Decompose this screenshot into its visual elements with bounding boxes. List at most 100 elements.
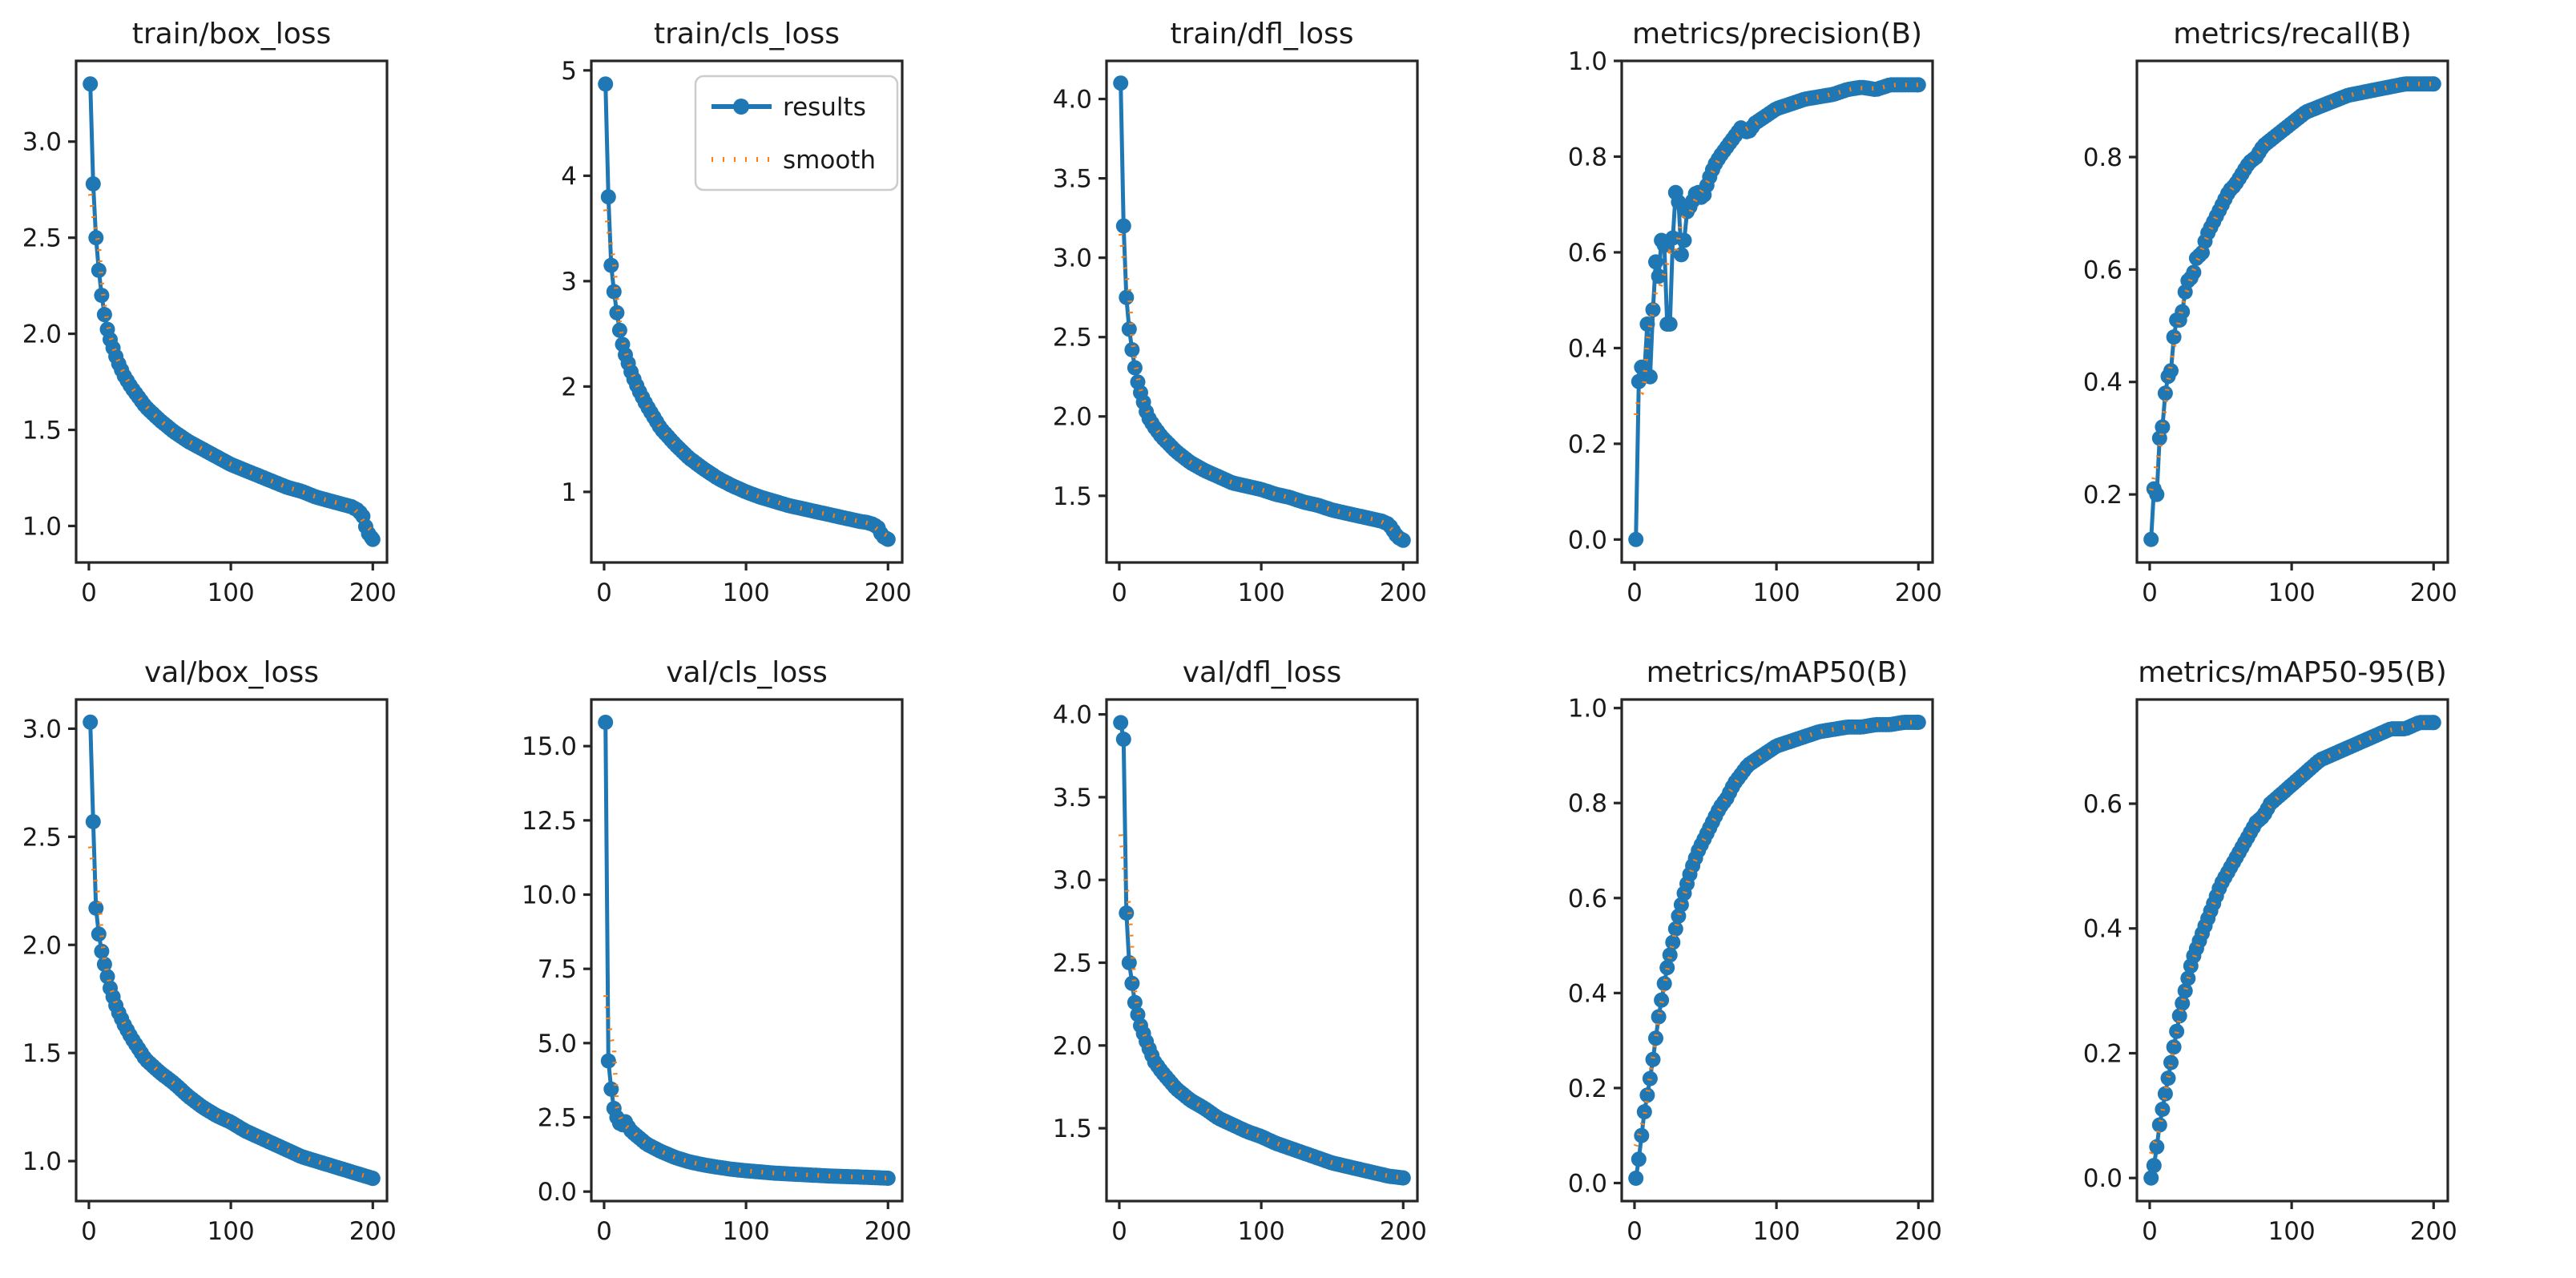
chart-title: metrics/recall(B) bbox=[2173, 18, 2412, 50]
x-tick-label: 0 bbox=[596, 1217, 612, 1246]
x-tick-label: 100 bbox=[1238, 1217, 1285, 1246]
chart-val-cls-loss: val/cls_loss 0 100 200 0.0 2.5 5.0 7.5 10.0 12.5 1… bbox=[522, 656, 912, 1246]
y-tick-label: 2.0 bbox=[22, 321, 62, 349]
results-marker bbox=[83, 76, 99, 92]
results-marker bbox=[1642, 369, 1658, 385]
results-marker bbox=[365, 1171, 381, 1187]
y-tick-label: 2.0 bbox=[1053, 1032, 1092, 1061]
chart-title: train/cls_loss bbox=[654, 18, 840, 50]
results-marker bbox=[880, 531, 896, 547]
y-tick-label: 0.4 bbox=[1568, 979, 1607, 1008]
chart-title: metrics/mAP50(B) bbox=[1647, 656, 1909, 689]
y-tick-label: 0.0 bbox=[2083, 1164, 2122, 1193]
y-tick-label: 15.0 bbox=[522, 732, 577, 761]
smooth-line bbox=[2149, 82, 2434, 491]
results-marker bbox=[88, 900, 104, 916]
x-tick-label: 100 bbox=[2268, 579, 2316, 607]
y-tick-label: 0.2 bbox=[1568, 430, 1607, 459]
results-marker bbox=[2143, 531, 2159, 547]
y-tick-label: 0.4 bbox=[1568, 334, 1607, 363]
results-marker bbox=[2171, 1008, 2187, 1024]
smooth-line bbox=[603, 209, 890, 538]
y-tick-label: 3.0 bbox=[22, 128, 62, 157]
y-tick-label: 0.6 bbox=[1568, 885, 1607, 913]
chart-title: val/dfl_loss bbox=[1183, 656, 1342, 689]
results-marker bbox=[365, 531, 381, 547]
results-marker bbox=[1395, 1170, 1411, 1186]
x-tick-label: 200 bbox=[349, 1217, 397, 1246]
results-marker bbox=[2163, 363, 2179, 379]
x-tick-label: 200 bbox=[2410, 1217, 2457, 1246]
results-line bbox=[1634, 83, 1919, 540]
x-tick-label: 100 bbox=[723, 579, 770, 607]
y-tick-label: 1.0 bbox=[1568, 695, 1607, 724]
y-tick-label: 1.5 bbox=[1053, 1115, 1092, 1143]
smooth-line bbox=[87, 193, 375, 535]
results-marker bbox=[1645, 1051, 1661, 1067]
results-marker bbox=[598, 76, 614, 92]
results-marker bbox=[1651, 268, 1667, 284]
y-tick-label: 0.8 bbox=[1568, 789, 1607, 818]
y-tick-label: 2.5 bbox=[22, 224, 62, 253]
chart-title: val/cls_loss bbox=[666, 656, 828, 689]
cell-val-box-loss: val/box_loss 0 100 200 1.0 1.5 2.0 2.5 3.0 bbox=[0, 639, 515, 1278]
results-marker bbox=[2175, 304, 2191, 320]
results-marker bbox=[94, 943, 110, 959]
results-line bbox=[1634, 720, 1919, 1179]
y-tick-label: 4.0 bbox=[1053, 86, 1092, 115]
x-tick-label: 0 bbox=[596, 579, 612, 607]
x-tick-label: 100 bbox=[723, 1217, 770, 1246]
results-line bbox=[2149, 82, 2434, 540]
results-marker bbox=[1395, 532, 1411, 548]
x-tick-label: 0 bbox=[81, 1217, 97, 1246]
results-marker bbox=[88, 230, 104, 246]
results-marker bbox=[1634, 1127, 1650, 1143]
results-marker bbox=[1639, 316, 1655, 332]
results-marker bbox=[2151, 1117, 2167, 1133]
chart-title: val/box_loss bbox=[144, 656, 319, 689]
results-marker bbox=[1631, 1151, 1647, 1167]
chart-title: train/box_loss bbox=[132, 18, 332, 50]
cell-train-box-loss: train/box_loss 0 100 200 1.0 1.5 2.0 2.5 3.0 bbox=[0, 0, 515, 639]
results-marker bbox=[1659, 960, 1675, 976]
results-marker bbox=[1673, 897, 1689, 913]
y-tick-label: 5 bbox=[561, 57, 577, 86]
y-tick-label: 0.0 bbox=[538, 1178, 577, 1207]
y-tick-label: 0.0 bbox=[1568, 526, 1607, 554]
cell-val-dfl-loss: val/dfl_loss 0 100 200 1.5 2.0 2.5 3.0 3.5 4.0 bbox=[1030, 639, 1546, 1278]
smooth-line bbox=[1118, 834, 1404, 1180]
results-marker bbox=[1676, 232, 1692, 248]
chart-metrics-recall-b: metrics/recall(B) 0 100 200 0.2 0.4 0.6 0.8 bbox=[2083, 18, 2457, 607]
legend-entry-results: results bbox=[783, 93, 866, 122]
legend-entry-smooth: smooth bbox=[783, 146, 876, 175]
results-marker bbox=[85, 176, 101, 191]
results-marker bbox=[91, 926, 107, 942]
results-marker bbox=[1121, 955, 1137, 970]
y-tick-label: 0.6 bbox=[2083, 790, 2122, 819]
y-tick-label: 0.6 bbox=[1568, 239, 1607, 268]
smooth-line bbox=[1633, 83, 1919, 416]
results-marker bbox=[611, 322, 627, 338]
results-line bbox=[603, 722, 889, 1180]
results-marker bbox=[2425, 715, 2441, 731]
y-tick-label: 2.5 bbox=[22, 823, 62, 852]
y-tick-label: 4.0 bbox=[1053, 701, 1092, 730]
results-marker bbox=[600, 1053, 616, 1069]
results-marker bbox=[96, 957, 112, 972]
y-tick-label: 5.0 bbox=[538, 1030, 577, 1058]
chart-train-dfl-loss: train/dfl_loss 0 100 200 1.5 2.0 2.5 3.0 3.5 4.0 bbox=[1053, 18, 1427, 607]
x-tick-label: 200 bbox=[1380, 1217, 1427, 1246]
results-marker bbox=[2146, 1158, 2162, 1174]
cell-metrics-map50-b: metrics/mAP50(B) 0 100 200 0.0 0.2 0.4 0.6 0.8 1.… bbox=[1546, 639, 2061, 1278]
y-tick-label: 1.5 bbox=[22, 417, 62, 445]
y-tick-label: 0.4 bbox=[2083, 369, 2122, 397]
x-tick-label: 0 bbox=[1627, 579, 1643, 607]
chart-metrics-map50-95-b: metrics/mAP50-95(B) 0 100 200 0.0 0.2 0.4 0.6 bbox=[2083, 656, 2457, 1246]
results-marker bbox=[2143, 1170, 2159, 1186]
chart-metrics-map50-b: metrics/mAP50(B) 0 100 200 0.0 0.2 0.4 0.6 0.8 1.… bbox=[1568, 656, 1942, 1246]
results-marker bbox=[1667, 921, 1683, 937]
results-marker bbox=[1645, 302, 1661, 318]
x-tick-label: 200 bbox=[865, 579, 912, 607]
results-marker bbox=[1113, 715, 1129, 731]
